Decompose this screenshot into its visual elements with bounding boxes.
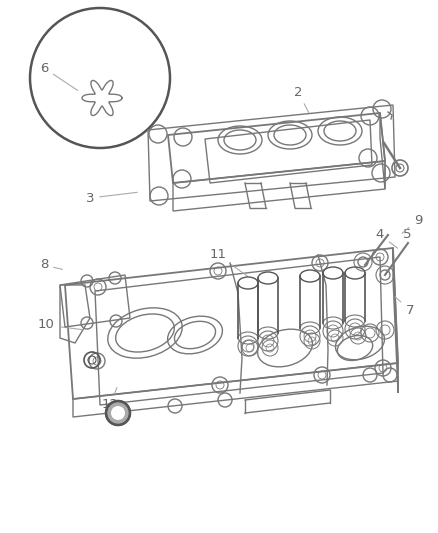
Text: 6: 6: [40, 61, 78, 91]
Text: 7: 7: [395, 297, 414, 317]
Text: 8: 8: [40, 259, 62, 271]
Text: 4: 4: [376, 229, 398, 248]
Circle shape: [111, 406, 125, 420]
Text: 9: 9: [402, 214, 422, 233]
Text: 12: 12: [102, 387, 119, 411]
Text: 3: 3: [86, 191, 137, 205]
Circle shape: [106, 401, 130, 425]
Text: 10: 10: [38, 319, 82, 332]
Text: 2: 2: [294, 85, 309, 112]
Text: 11: 11: [209, 248, 248, 277]
Text: 5: 5: [403, 229, 411, 247]
